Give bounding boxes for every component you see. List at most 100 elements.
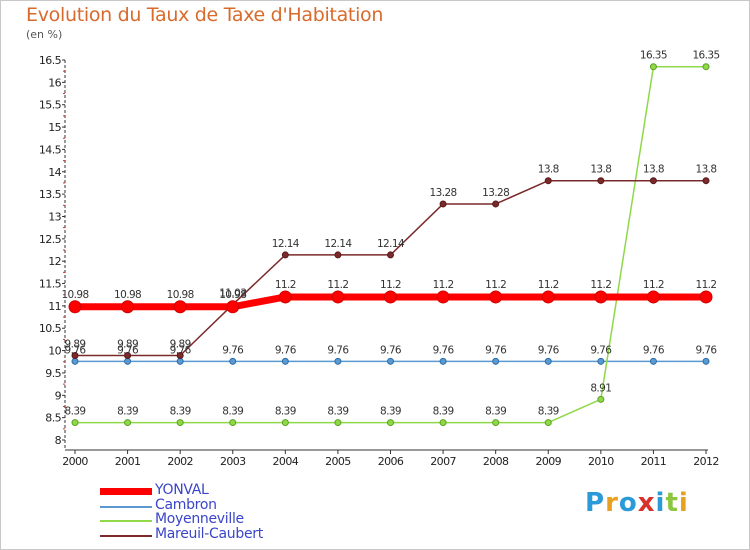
y-tick-label: 8 [55, 434, 62, 447]
data-point [176, 357, 184, 365]
data-label: 13.28 [482, 187, 509, 199]
data-point [646, 290, 660, 304]
data-label: 8.39 [65, 406, 86, 418]
data-label: 8.39 [380, 406, 401, 418]
data-point [278, 290, 292, 304]
y-tick-label: 10.5 [39, 322, 62, 335]
data-point [71, 352, 79, 360]
data-point [597, 395, 605, 403]
x-tick-label: 2003 [220, 455, 246, 468]
data-point [439, 419, 447, 427]
data-label: 9.76 [117, 344, 139, 356]
data-point [492, 200, 500, 208]
data-point [334, 251, 342, 259]
data-point [702, 63, 710, 71]
data-point [649, 63, 657, 71]
data-label: 13.28 [430, 187, 457, 199]
data-point [229, 419, 237, 427]
y-tick-label: 12 [48, 255, 61, 268]
data-label: 11.2 [538, 279, 559, 291]
data-label: 9.76 [327, 344, 349, 356]
data-point [649, 177, 657, 185]
data-label: 12.14 [324, 238, 352, 250]
chart-subtitle: (en %) [26, 28, 63, 41]
y-tick-label: 13 [48, 210, 61, 223]
x-tick-label: 2008 [483, 455, 509, 468]
legend-label: Moyenneville [155, 511, 244, 527]
x-tick-label: 2004 [273, 455, 299, 468]
data-label: 11.2 [485, 279, 506, 291]
data-label: 9.76 [538, 344, 560, 356]
data-label: 9.76 [643, 344, 665, 356]
data-label: 11.2 [433, 279, 454, 291]
y-tick-label: 12.5 [39, 233, 62, 246]
data-label: 9.76 [170, 344, 192, 356]
data-label: 8.39 [170, 406, 191, 418]
data-label: 11.2 [327, 279, 348, 291]
legend-swatch [100, 488, 152, 495]
data-label: 11.2 [380, 279, 401, 291]
y-tick-label: 9.5 [45, 367, 61, 380]
data-label: 12.14 [377, 238, 405, 250]
x-tick-label: 2006 [378, 455, 404, 468]
data-label: 9.76 [222, 344, 244, 356]
y-tick-label: 10 [48, 345, 61, 358]
data-point [439, 357, 447, 365]
x-tick-label: 2009 [535, 455, 561, 468]
legend-label: Cambron [155, 496, 217, 513]
data-label: 10.98 [167, 289, 194, 301]
y-tick-label: 11.5 [39, 278, 62, 291]
y-tick-label: 8.5 [45, 412, 61, 425]
y-tick-label: 14.5 [39, 143, 62, 156]
data-label: 12.14 [272, 238, 300, 250]
data-point [384, 290, 397, 304]
data-label: 13.8 [696, 164, 717, 176]
y-tick-label: 15.5 [39, 99, 62, 112]
data-point [492, 357, 500, 365]
data-label: 11.2 [275, 279, 296, 291]
data-point [334, 357, 342, 365]
data-label: 13.8 [590, 164, 611, 176]
y-tick-label: 15 [48, 121, 61, 134]
x-tick-label: 2005 [325, 455, 351, 468]
data-label: 9.76 [275, 344, 297, 356]
data-label: 13.8 [538, 164, 559, 176]
y-tick-label: 16.5 [39, 54, 62, 67]
data-point [436, 290, 450, 304]
data-label: 9.76 [485, 344, 507, 356]
data-point [649, 357, 657, 365]
data-point [387, 419, 394, 427]
data-point [124, 419, 132, 427]
x-tick-label: 2002 [167, 455, 193, 468]
data-point [541, 290, 555, 304]
data-label: 9.76 [433, 344, 455, 356]
x-tick-label: 2012 [693, 455, 719, 468]
y-tick-label: 9 [55, 389, 62, 402]
data-label: 10.98 [61, 289, 88, 301]
proxiti-logo: Proxiti [585, 488, 689, 518]
data-point [492, 419, 500, 427]
data-label: 10.98 [114, 289, 141, 301]
data-label: 9.76 [65, 344, 87, 356]
series-points [68, 63, 713, 427]
data-point [281, 251, 289, 259]
data-label: 9.76 [696, 344, 718, 356]
data-label: 16.35 [692, 50, 719, 62]
data-label: 9.89 [170, 339, 191, 351]
data-labels: 9.76 9.76 9.76 9.76 9.76 9.76 9.76 9.76 9.76 9.76… [61, 50, 720, 418]
data-label: 8.91 [590, 382, 611, 394]
data-label: 9.76 [590, 344, 612, 356]
data-label: 9.89 [65, 339, 86, 351]
data-point [331, 290, 345, 304]
y-tick-label: 14 [48, 166, 61, 179]
data-label: 8.39 [117, 406, 138, 418]
data-point [439, 200, 447, 208]
x-tick-label: 2011 [641, 455, 667, 468]
data-point [124, 352, 132, 360]
data-point [281, 419, 289, 427]
legend-swatch [100, 534, 152, 537]
data-point [544, 419, 552, 427]
chart-title: Evolution du Taux de Taxe d'Habitation [26, 4, 384, 26]
data-point [387, 251, 394, 259]
data-label: 8.39 [327, 406, 348, 418]
